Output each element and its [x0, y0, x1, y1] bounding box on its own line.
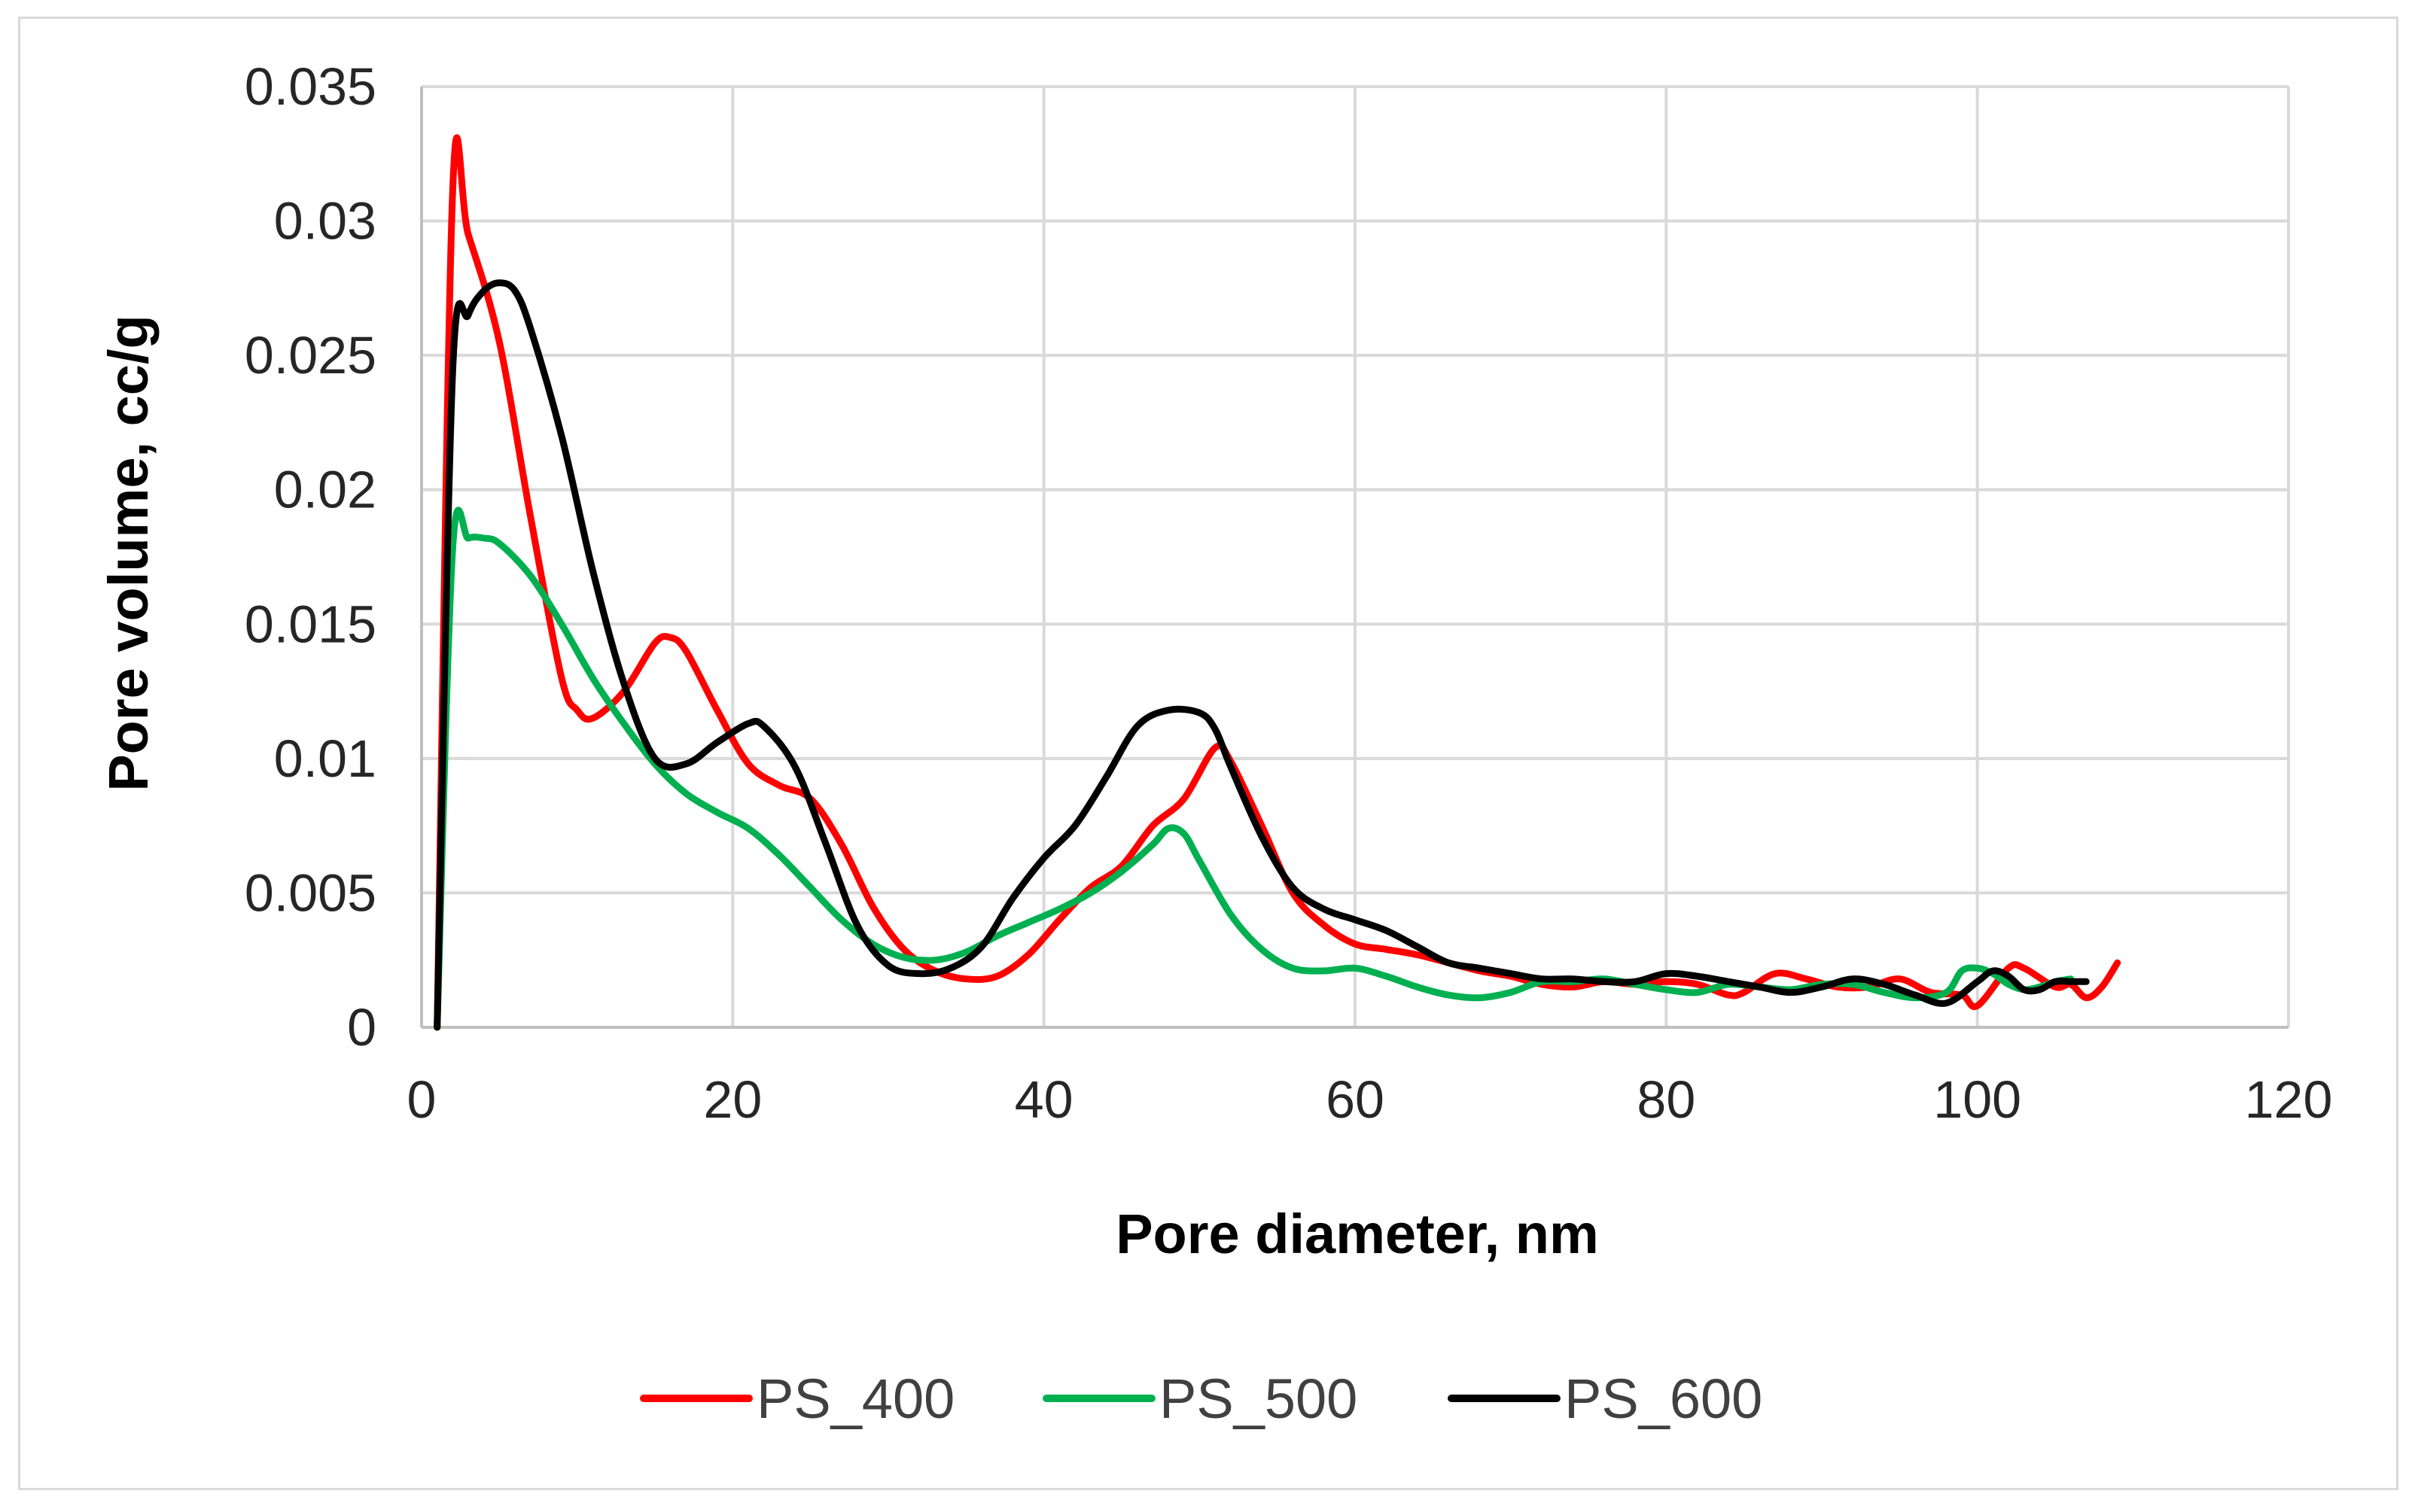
grid-lines: [422, 85, 2290, 1027]
y-tick-label: 0.01: [274, 729, 376, 788]
x-tick-label: 60: [1326, 1070, 1384, 1129]
x-tick-labels: 0 20 40 60 80 100 120: [407, 1070, 2333, 1129]
x-tick-label: 100: [1933, 1070, 2021, 1129]
y-tick-label: 0.02: [274, 461, 376, 519]
legend: PS_400 PS_500 PS_600: [640, 1367, 1762, 1430]
series-line-ps-500: [434, 507, 2075, 1031]
axes: [420, 87, 2289, 1029]
x-tick-label: 40: [1015, 1070, 1073, 1129]
y-tick-label: 0.015: [245, 595, 376, 653]
x-tick-label: 20: [703, 1070, 762, 1129]
y-tick-label: 0.03: [274, 192, 376, 251]
x-tick-label: 0: [407, 1070, 437, 1129]
legend-label: PS_500: [1159, 1367, 1357, 1430]
y-tick-labels: 0 0.005 0.01 0.015 0.02 0.025 0.03 0.035: [245, 57, 376, 1057]
y-axis-title: Pore volume, cc/g: [97, 315, 160, 791]
y-tick-label: 0.025: [245, 326, 376, 385]
y-tick-label: 0: [347, 998, 376, 1057]
legend-label: PS_400: [757, 1367, 955, 1430]
legend-entry-ps-400: PS_400: [640, 1367, 955, 1430]
series-line-ps-600: [434, 279, 2090, 1031]
y-tick-label: 0.035: [245, 57, 376, 116]
legend-entry-ps-600: PS_600: [1448, 1367, 1762, 1430]
legend-entry-ps-500: PS_500: [1043, 1367, 1357, 1430]
y-tick-label: 0.005: [245, 863, 376, 922]
plot-series: [434, 134, 2121, 1031]
x-tick-label: 120: [2245, 1070, 2333, 1129]
legend-label: PS_600: [1564, 1367, 1762, 1430]
x-tick-label: 80: [1637, 1070, 1695, 1129]
x-axis-title: Pore diameter, nm: [1116, 1203, 1599, 1265]
